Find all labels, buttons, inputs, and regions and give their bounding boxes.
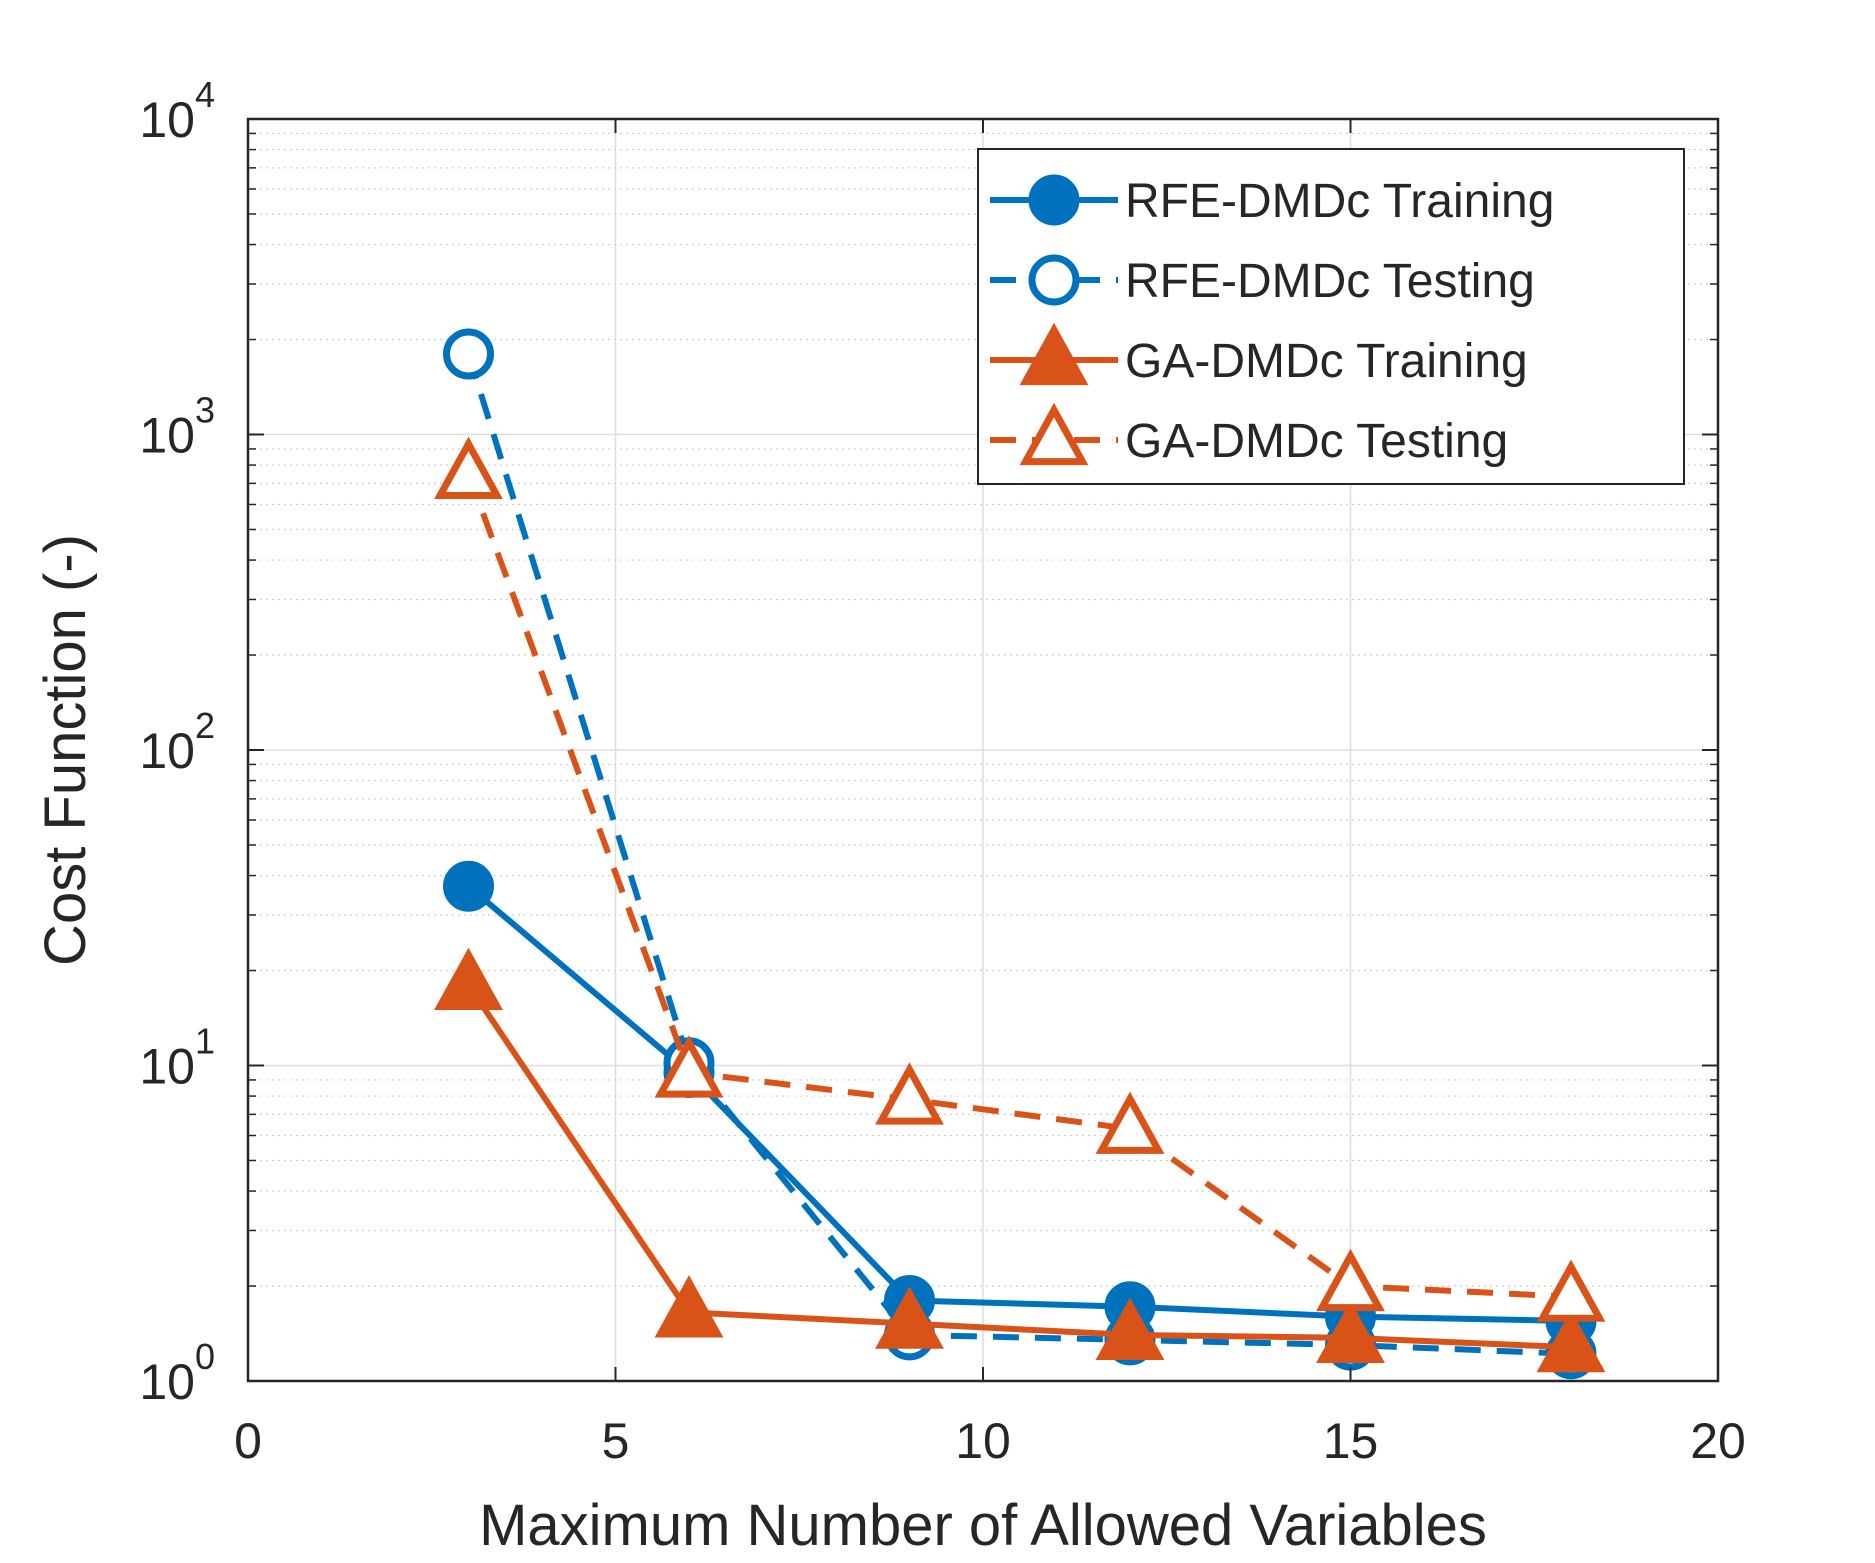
x-tick-label: 15 xyxy=(1323,1413,1379,1469)
legend-entry: GA-DMDc Training xyxy=(990,322,1528,388)
series-line xyxy=(465,353,1572,1357)
legend-marker xyxy=(1028,174,1080,226)
y-tick-base: 10 xyxy=(139,723,195,779)
y-tick-label: 10 1 xyxy=(139,1021,215,1095)
y-tick-label: 10 4 xyxy=(139,74,215,148)
legend-label: RFE-DMDc Testing xyxy=(1125,255,1535,308)
y-tick-exponent: 4 xyxy=(195,74,215,115)
legend: RFE-DMDc Training RFE-DMDc Testing GA-DMDc… xyxy=(977,148,1685,485)
series-ga-dmdc-training xyxy=(434,947,1606,1373)
y-tick-exponent: 3 xyxy=(195,390,215,431)
y-tick-label: 10 2 xyxy=(139,705,215,779)
data-point xyxy=(654,1035,724,1098)
legend-label: GA-DMDc Testing xyxy=(1125,415,1508,468)
series-line xyxy=(466,983,1572,1351)
data-point xyxy=(434,947,503,1011)
data-point xyxy=(1095,1091,1165,1154)
series-line xyxy=(465,472,1572,1300)
y-tick-base: 10 xyxy=(139,1354,195,1410)
x-axis-tick-labels: 0 5 10 15 20 xyxy=(234,1413,1746,1469)
data-point xyxy=(1316,1300,1385,1363)
data-point xyxy=(875,1286,944,1349)
y-tick-label: 10 0 xyxy=(139,1336,215,1410)
series-ga-dmdc-testing xyxy=(434,436,1606,1322)
y-tick-exponent: 1 xyxy=(195,1021,215,1062)
legend-box xyxy=(977,148,1685,485)
x-tick-label: 10 xyxy=(955,1413,1011,1469)
data-point xyxy=(1536,1259,1606,1322)
data-point xyxy=(1536,1309,1606,1373)
y-tick-label: 10 3 xyxy=(139,390,215,464)
y-axis-label: Cost Function (-) xyxy=(33,534,98,966)
data-point xyxy=(1316,1248,1385,1312)
legend-label: GA-DMDc Training xyxy=(1125,335,1528,388)
x-tick-label: 20 xyxy=(1690,1413,1746,1469)
x-tick-label: 0 xyxy=(234,1413,262,1469)
x-tick-label: 5 xyxy=(602,1413,630,1469)
data-point xyxy=(875,1062,944,1125)
legend-entry: RFE-DMDc Testing xyxy=(990,254,1535,308)
legend-marker xyxy=(1019,322,1089,386)
y-tick-exponent: 0 xyxy=(195,1336,215,1377)
x-axis-label: Maximum Number of Allowed Variables xyxy=(479,1493,1487,1558)
data-point xyxy=(443,860,494,912)
axis-ticks xyxy=(247,118,1719,1382)
legend-label: RFE-DMDc Training xyxy=(1125,175,1554,228)
data-point xyxy=(654,1275,724,1338)
data-point xyxy=(434,436,503,500)
data-point xyxy=(443,328,494,380)
legend-marker xyxy=(1028,254,1080,306)
legend-entry: GA-DMDc Testing xyxy=(990,402,1508,468)
series-line xyxy=(466,883,1572,1324)
y-tick-base: 10 xyxy=(139,92,195,148)
legend-marker xyxy=(1019,402,1089,466)
y-tick-base: 10 xyxy=(139,1039,195,1095)
series-layer xyxy=(434,328,1606,1380)
y-tick-base: 10 xyxy=(139,408,195,464)
y-tick-exponent: 2 xyxy=(195,705,215,746)
legend-entry: RFE-DMDc Training xyxy=(990,174,1554,228)
data-point xyxy=(1095,1297,1165,1360)
